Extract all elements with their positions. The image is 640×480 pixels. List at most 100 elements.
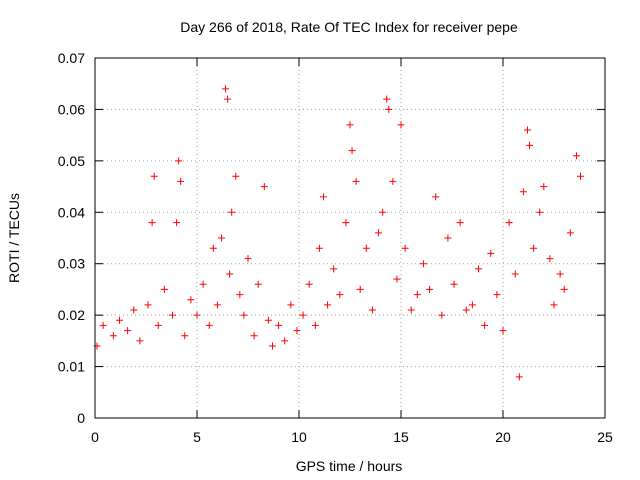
x-tick-label: 15 bbox=[393, 429, 409, 445]
x-tick-label: 10 bbox=[291, 429, 307, 445]
data-point bbox=[250, 332, 258, 340]
data-point bbox=[450, 280, 458, 288]
data-point bbox=[356, 285, 364, 293]
data-point bbox=[124, 327, 132, 335]
data-point bbox=[330, 265, 338, 273]
data-point bbox=[487, 249, 495, 257]
y-axis-label: ROTI / TECUs bbox=[6, 193, 22, 283]
data-point bbox=[281, 337, 289, 345]
data-point bbox=[526, 141, 534, 149]
data-point bbox=[342, 219, 350, 227]
data-point bbox=[419, 260, 427, 268]
data-point bbox=[260, 183, 268, 191]
data-point bbox=[546, 255, 554, 263]
chart-title: Day 266 of 2018, Rate Of TEC Index for r… bbox=[180, 19, 518, 35]
data-point bbox=[362, 244, 370, 252]
data-point bbox=[383, 95, 391, 103]
data-point bbox=[115, 316, 123, 324]
plot-frame bbox=[94, 57, 606, 419]
y-tick-label: 0.01 bbox=[58, 359, 85, 375]
data-point bbox=[324, 301, 332, 309]
data-point bbox=[560, 285, 568, 293]
data-point bbox=[209, 244, 217, 252]
data-point bbox=[530, 244, 538, 252]
data-point bbox=[240, 311, 248, 319]
data-point bbox=[144, 301, 152, 309]
data-point bbox=[432, 193, 440, 201]
data-point bbox=[438, 311, 446, 319]
data-point bbox=[379, 208, 387, 216]
data-point bbox=[475, 265, 483, 273]
data-point bbox=[393, 275, 401, 283]
axis-ticks: 0 0.01 0.02 0.03 0.04 0.05 0.06 0.07 0 5 10 15 20 25 bbox=[58, 50, 613, 445]
data-point bbox=[187, 296, 195, 304]
data-point bbox=[462, 306, 470, 314]
data-point bbox=[305, 280, 313, 288]
data-point bbox=[109, 332, 117, 340]
data-point bbox=[130, 306, 138, 314]
data-point bbox=[572, 152, 580, 160]
data-point bbox=[566, 229, 574, 237]
data-point bbox=[401, 244, 409, 252]
data-point bbox=[426, 285, 434, 293]
data-point bbox=[550, 301, 558, 309]
y-tick-label: 0.06 bbox=[58, 101, 85, 117]
data-point bbox=[519, 188, 527, 196]
data-point bbox=[444, 234, 452, 242]
data-point bbox=[181, 332, 189, 340]
data-point bbox=[389, 177, 397, 185]
data-point bbox=[287, 301, 295, 309]
data-point bbox=[177, 177, 185, 185]
data-points bbox=[93, 85, 585, 381]
data-point bbox=[232, 172, 240, 180]
data-point bbox=[244, 255, 252, 263]
data-point bbox=[160, 285, 168, 293]
data-point bbox=[315, 244, 323, 252]
data-point bbox=[336, 291, 344, 299]
data-point bbox=[193, 311, 201, 319]
data-point bbox=[311, 321, 319, 329]
data-point bbox=[413, 291, 421, 299]
data-point bbox=[499, 327, 507, 335]
data-point bbox=[493, 291, 501, 299]
y-tick-label: 0.02 bbox=[58, 307, 85, 323]
data-point bbox=[540, 183, 548, 191]
x-axis-label: GPS time / hours bbox=[296, 458, 403, 474]
x-tick-label: 5 bbox=[193, 429, 201, 445]
data-point bbox=[217, 234, 225, 242]
data-point bbox=[556, 270, 564, 278]
data-point bbox=[226, 270, 234, 278]
data-point bbox=[199, 280, 207, 288]
data-point bbox=[264, 316, 272, 324]
data-point bbox=[169, 311, 177, 319]
y-tick-label: 0.03 bbox=[58, 256, 85, 272]
data-point bbox=[213, 301, 221, 309]
data-point bbox=[275, 321, 283, 329]
data-point bbox=[346, 121, 354, 129]
x-tick-label: 0 bbox=[91, 429, 99, 445]
data-point bbox=[348, 147, 356, 155]
data-point bbox=[352, 177, 360, 185]
y-tick-label: 0 bbox=[77, 410, 85, 426]
data-point bbox=[268, 342, 276, 350]
data-point bbox=[136, 337, 144, 345]
data-point bbox=[515, 373, 523, 381]
data-point bbox=[293, 327, 301, 335]
data-point bbox=[222, 85, 230, 93]
data-point bbox=[577, 172, 585, 180]
data-point bbox=[505, 219, 513, 227]
data-point bbox=[456, 219, 464, 227]
data-point bbox=[99, 321, 107, 329]
data-point bbox=[481, 321, 489, 329]
data-point bbox=[536, 208, 544, 216]
y-tick-label: 0.05 bbox=[58, 153, 85, 169]
data-point bbox=[511, 270, 519, 278]
data-point bbox=[175, 157, 183, 165]
x-tick-label: 20 bbox=[495, 429, 511, 445]
data-point bbox=[385, 105, 393, 113]
data-point bbox=[368, 306, 376, 314]
data-point bbox=[205, 321, 213, 329]
data-point bbox=[299, 311, 307, 319]
